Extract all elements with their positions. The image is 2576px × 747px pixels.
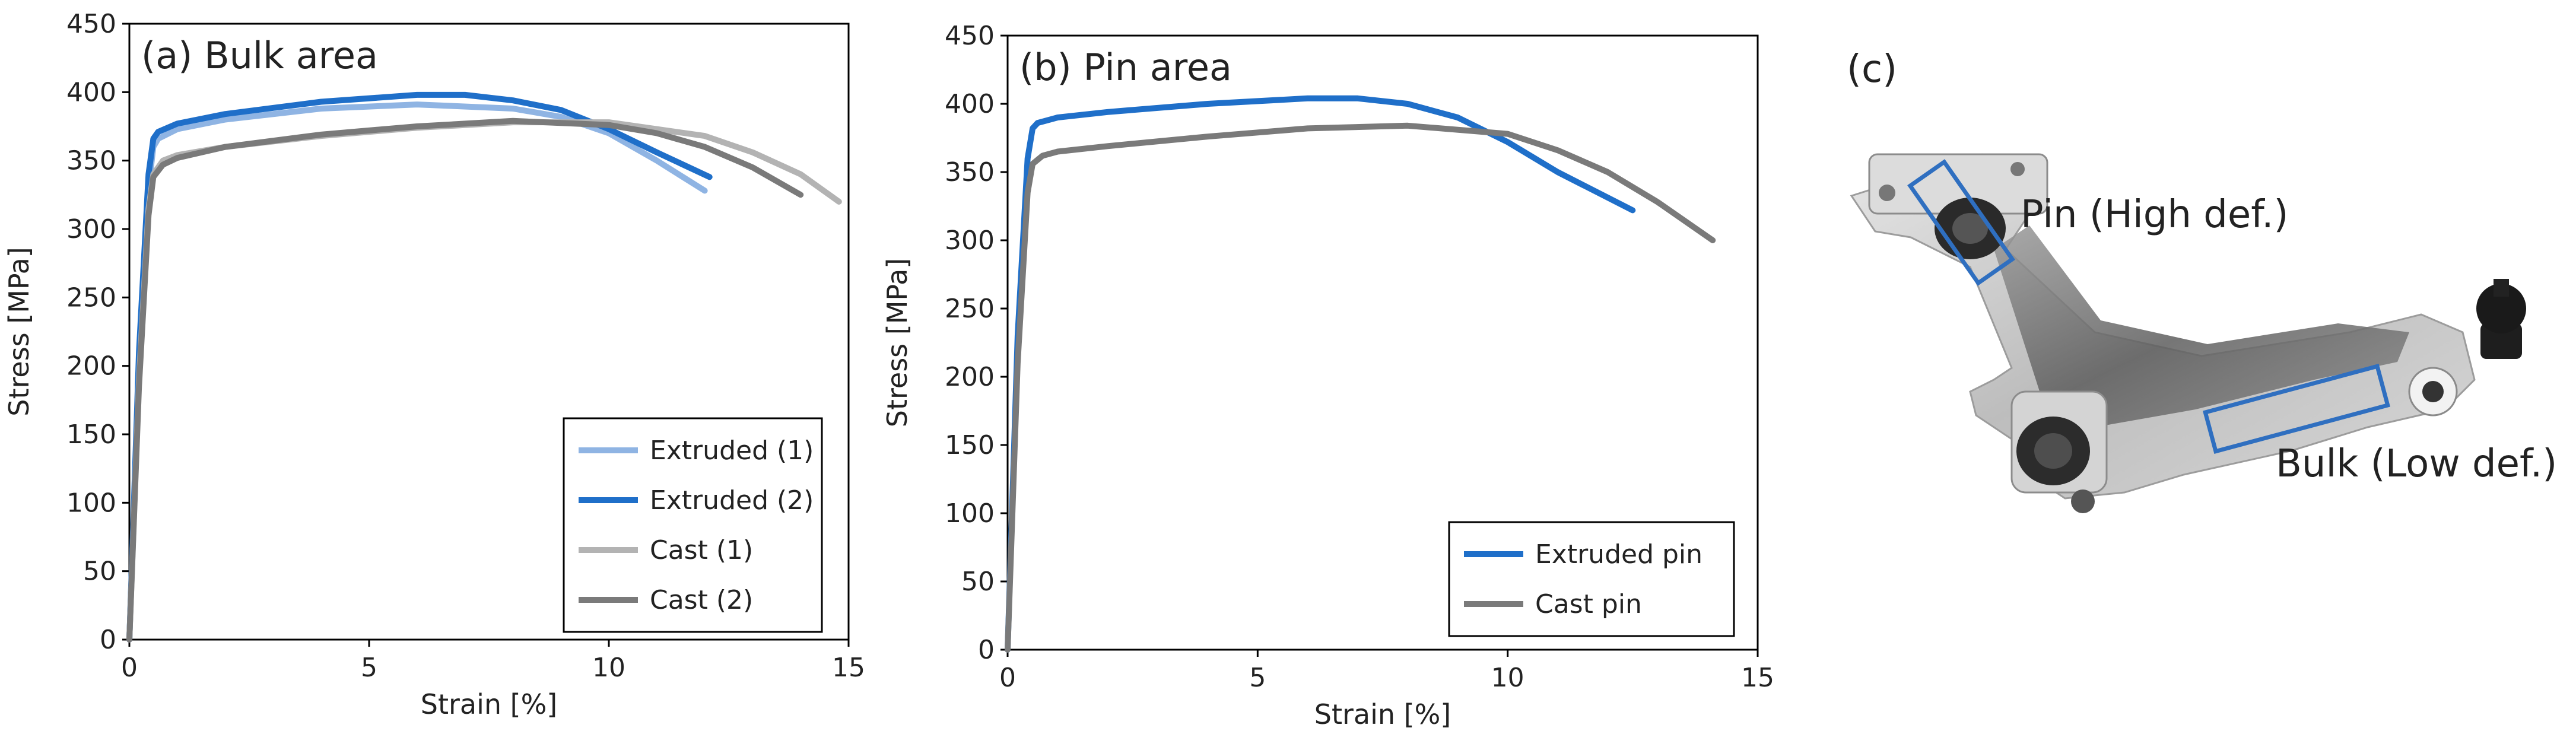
chart0-x-tick-label-1: 5 — [361, 653, 377, 683]
chart0-legend-label-2: Cast (1) — [650, 535, 753, 565]
chart0-y-tick-label-0: 0 — [100, 625, 116, 655]
chart0-legend-label-0: Extruded (1) — [650, 436, 814, 466]
chart-pin-area: 0 50 100 150 200 250 300 350 400 450 0 5 10 15 Strain … — [881, 21, 1774, 730]
chart1-legend-label-1: Cast pin — [1535, 589, 1642, 619]
chart0-x-tick-label-3: 15 — [832, 653, 865, 683]
chart1-plot-frame — [1006, 34, 1759, 651]
chart1-x-tick-label-3: 15 — [1741, 663, 1774, 693]
chart1-panel-title: (b) Pin area — [1019, 46, 1232, 89]
chart0-y-tick-label-2: 100 — [66, 488, 116, 518]
chart1-y-axis-title: Stress [MPa] — [881, 258, 913, 427]
chart0-legend-label-1: Extruded (2) — [650, 485, 814, 516]
chart0-legend-box — [563, 417, 823, 633]
chart0-y-tick-label-7: 350 — [66, 146, 116, 176]
chart1-x-tick-label-0: 0 — [999, 663, 1016, 693]
chart1-y-tick-label-7: 350 — [945, 157, 995, 187]
chart0-legend-label-3: Cast (2) — [650, 585, 753, 615]
chart1-y-tick-label-9: 450 — [945, 21, 995, 51]
control-arm-photo — [1850, 153, 2526, 513]
chart1-y-tick-label-6: 300 — [945, 225, 995, 256]
chart0-y-tick-label-6: 300 — [66, 214, 116, 244]
chart1-legend-box — [1448, 521, 1735, 637]
chart0-x-tick-label-2: 10 — [592, 653, 625, 683]
chart1-y-tick-label-4: 200 — [945, 362, 995, 392]
chart1-y-tick-label-1: 50 — [961, 567, 995, 597]
chart-bulk-area: 0 50 100 150 200 250 300 350 400 450 0 5 10 15 Strain … — [3, 9, 865, 720]
chart1-x-tick-label-1: 5 — [1249, 663, 1266, 693]
pin-label: Pin (High def.) — [2021, 193, 2289, 237]
chart0-series-line-3 — [126, 117, 804, 643]
chart0-x-axis-title: Strain [%] — [421, 688, 558, 720]
chart0-y-axis-title: Stress [MPa] — [3, 247, 35, 416]
chart1-x-tick-label-2: 10 — [1491, 663, 1524, 693]
chart0-panel-title: (a) Bulk area — [141, 34, 378, 77]
chart0-y-tick-label-4: 200 — [66, 351, 116, 382]
chart0-y-tick-label-9: 450 — [66, 9, 116, 39]
bulk-label: Bulk (Low def.) — [2276, 442, 2558, 486]
chart0-x-tick-label-0: 0 — [121, 653, 138, 683]
chart1-y-tick-label-8: 400 — [945, 89, 995, 119]
chart1-x-axis-title: Strain [%] — [1314, 698, 1451, 730]
chart0-y-tick-label-8: 400 — [66, 77, 116, 107]
pin-region-box — [1907, 159, 2015, 286]
chart1-legend-label-0: Extruded pin — [1535, 539, 1702, 570]
bulk-region-box — [2203, 364, 2390, 454]
chart1-y-tick-label-3: 150 — [945, 430, 995, 460]
control-arm-photo-panel: (c) Pin (High def.) Bulk (Low def.) — [1816, 0, 2576, 747]
chart1-y-tick-label-0: 0 — [978, 635, 995, 665]
chart0-plot-frame — [128, 23, 850, 641]
chart0-y-tick-label-5: 250 — [66, 282, 116, 313]
chart0-y-tick-label-1: 50 — [83, 557, 116, 587]
chart1-y-tick-label-2: 100 — [945, 498, 995, 529]
chart1-series-line-1 — [1005, 122, 1716, 653]
chart1-y-tick-label-5: 250 — [945, 294, 995, 324]
panel-label-c: (c) — [1847, 47, 1898, 91]
chart0-y-tick-label-3: 150 — [66, 419, 116, 450]
